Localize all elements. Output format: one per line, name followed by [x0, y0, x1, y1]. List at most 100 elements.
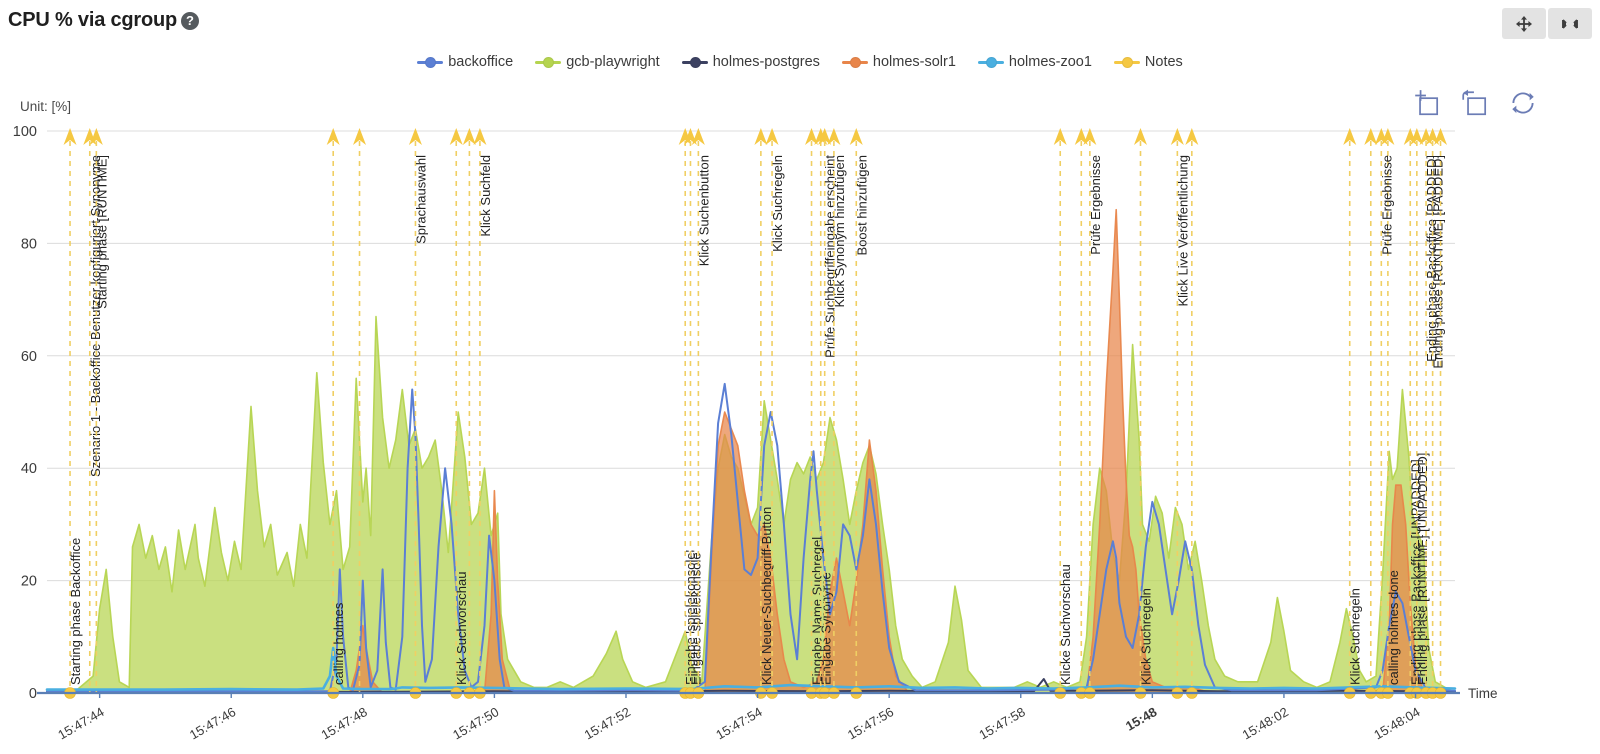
series-group — [45, 208, 1457, 694]
annotation-arrow-icon[interactable] — [1074, 128, 1088, 145]
annotation-arrow-icon[interactable] — [818, 128, 832, 145]
annotation-arrow-icon[interactable] — [473, 128, 487, 145]
legend-item-label: gcb-playwright — [566, 54, 660, 70]
annotation-label-group: Prüfe Ergebnisse — [1088, 155, 1103, 255]
legend-item-notes[interactable]: Notes — [1113, 54, 1183, 70]
legend-item-holmes-solr1[interactable]: holmes-solr1 — [841, 54, 956, 70]
series-holmes-postgres-line — [46, 678, 1456, 693]
annotation-arrow-icon[interactable] — [1434, 128, 1448, 145]
annotation-arrow-icon[interactable] — [827, 128, 841, 145]
annotation-arrow-icon[interactable] — [1083, 128, 1097, 145]
refresh-tool[interactable] — [1508, 88, 1538, 118]
annotation-label: calling holmes done — [1386, 570, 1401, 685]
legend-marker-icon — [841, 56, 868, 68]
annotation-arrow-icon[interactable] — [89, 128, 103, 145]
annotation-label: Klick Suchfeld — [478, 155, 493, 237]
legend-item-label: holmes-solr1 — [872, 54, 956, 70]
annotation-label-group: Eingabe Synonyme — [819, 572, 834, 685]
annotation-arrow-icon[interactable] — [1185, 128, 1199, 145]
annotation-arrow-icon[interactable] — [408, 128, 422, 145]
annotation-arrow-icon[interactable] — [691, 128, 705, 145]
x-axis-tick-label: 15:48:02 — [1240, 704, 1291, 742]
annotation-arrow-icon[interactable] — [353, 128, 367, 145]
x-tick-group: 15:48 — [1123, 704, 1159, 734]
x-axis-title: Time — [1468, 686, 1498, 701]
x-tick-group: 15:47:58 — [976, 704, 1027, 742]
legend-item-holmes-postgres[interactable]: holmes-postgres — [681, 54, 820, 70]
x-axis-tick-label: 15:47:56 — [845, 704, 896, 742]
annotation-arrow-icon[interactable] — [1343, 128, 1357, 145]
annotation-arrow-icon[interactable] — [765, 128, 779, 145]
y-axis-tick-label: 20 — [21, 574, 37, 590]
collapse-panel-button[interactable] — [1548, 8, 1592, 39]
annotation-label-group: Klick Live Veröffentlichung — [1175, 155, 1190, 307]
legend-item-backoffice[interactable]: backoffice — [417, 54, 513, 70]
annotation-label-group: Eingabe 'spielekonsole' — [688, 550, 703, 685]
legend-item-label: Notes — [1144, 54, 1183, 70]
annotation-arrow-icon[interactable] — [449, 128, 463, 145]
annotation-arrow-icon[interactable] — [1374, 128, 1388, 145]
y-axis-tick-label: 100 — [13, 124, 37, 140]
annotation-arrow-icon[interactable] — [1170, 128, 1184, 145]
help-icon[interactable]: ? — [181, 12, 199, 30]
legend-marker-icon — [1113, 56, 1140, 68]
annotation-arrow-icon[interactable] — [326, 128, 340, 145]
chart-toolbar — [1412, 88, 1538, 118]
annotation-label: Starting phase [RUNTIME] — [94, 155, 109, 309]
legend-item-gcb-playwright[interactable]: gcb-playwright — [535, 54, 660, 70]
x-axis-tick-label: 15:47:58 — [976, 704, 1027, 742]
annotation-arrow-icon[interactable] — [814, 128, 828, 145]
move-arrows-icon — [1516, 15, 1532, 32]
x-axis-tick-label: 15:47:50 — [450, 704, 501, 742]
annotation-label: Eingabe 'spielekonsole' — [683, 550, 698, 685]
annotation-label-group: Klick Suchregeln — [770, 155, 785, 252]
annotation-label: Klick Suchenbutton — [696, 155, 711, 266]
annotation-arrow-icon[interactable] — [1053, 128, 1067, 145]
annotation-label: Prüfe Ergebnisse — [1379, 155, 1394, 255]
undo-zoom-tool[interactable] — [1460, 88, 1490, 118]
annotation-label-group: Klick Suchvorschau — [454, 572, 469, 685]
annotation-label: Starting phase Backoffice — [68, 538, 83, 685]
annotation-label-group: Ending phase [RUNTIME] [UNPADDED] — [1415, 453, 1430, 685]
legend-item-holmes-zoo1[interactable]: holmes-zoo1 — [977, 54, 1092, 70]
x-tick-group: 15:47:44 — [55, 704, 106, 742]
x-axis-tick-label: 15:47:48 — [318, 704, 369, 742]
annotations-group: Starting phase Backoffice Szenario 1 - Ba… — [63, 128, 1448, 699]
legend-item-label: backoffice — [448, 54, 514, 70]
annotation-arrow-icon[interactable] — [1364, 128, 1378, 145]
annotation-arrow-icon[interactable] — [754, 128, 768, 145]
annotation-arrow-icon[interactable] — [1410, 128, 1424, 145]
panel-header: CPU % via cgroup ? — [0, 0, 1600, 46]
annotation-label-group: Starting phase [RUNTIME] — [94, 155, 109, 309]
annotation-arrow-icon[interactable] — [849, 128, 863, 145]
annotation-label: Sprachauswahl — [413, 155, 428, 244]
annotation-label: Ending phase Backoffice [PADDED] — [1424, 155, 1439, 362]
x-axis-tick-label: 15:47:44 — [55, 704, 106, 742]
move-panel-button[interactable] — [1502, 8, 1546, 39]
annotation-label: Prüfe Ergebnisse — [1088, 155, 1103, 255]
annotation-label-group: Boost hinzufügen — [854, 155, 869, 255]
annotation-label: Boost hinzufügen — [854, 155, 869, 255]
annotation-label-group: calling holmes done — [1386, 570, 1401, 685]
annotation-arrow-icon[interactable] — [462, 128, 476, 145]
x-axis-tick-label: 15:47:52 — [582, 704, 633, 742]
annotation-arrow-icon[interactable] — [1134, 128, 1148, 145]
x-tick-group: 15:47:50 — [450, 704, 501, 742]
annotation-label-group: Klick Suchenbutton — [696, 155, 711, 266]
annotation-label-group: Ending phase Backoffice [UNPADDED] — [1408, 459, 1423, 685]
annotation-label: Klick Suchregeln — [1348, 588, 1363, 685]
x-axis-tick-label: 15:48:04 — [1371, 704, 1422, 742]
zoom-select-tool[interactable] — [1412, 88, 1442, 118]
x-tick-group: 15:47:46 — [187, 704, 238, 742]
annotation-label: Klick Synonym hinzufügen — [832, 155, 847, 307]
annotation-label: calling holmes — [331, 602, 346, 685]
annotation-arrow-icon[interactable] — [63, 128, 77, 145]
annotation-label-group: calling holmes — [331, 602, 346, 685]
annotation-label-group: Klick Neuer-Suchbegriff-Button — [759, 507, 774, 685]
legend-marker-icon — [535, 56, 562, 68]
annotation-label-group: Klick Synonym hinzufügen — [832, 155, 847, 307]
annotation-arrow-icon[interactable] — [805, 128, 819, 145]
cpu-area-chart[interactable]: Starting phase Backoffice Szenario 1 - Ba… — [0, 115, 1600, 754]
annotation-label-group: Eingabe 'spielekonsole' — [683, 550, 698, 685]
